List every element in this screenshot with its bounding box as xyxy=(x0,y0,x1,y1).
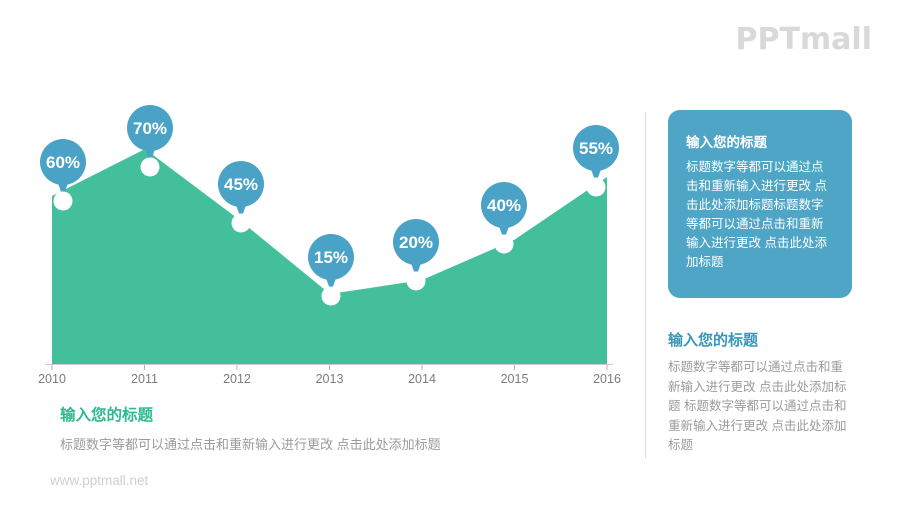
vertical-divider xyxy=(645,112,646,458)
x-axis-label: 2011 xyxy=(131,372,158,386)
data-point-marker xyxy=(321,286,341,306)
x-axis-label: 2012 xyxy=(223,372,251,386)
area-chart: 2010 2011 2012 2013 2014 2015 2016 60% 70% 45% 15%… xyxy=(38,105,621,386)
area-series xyxy=(52,149,607,364)
highlight-card-body: 标题数字等都可以通过点击和重新输入进行更改 点击此处添加标题标题数字等都可以通过… xyxy=(686,160,827,269)
data-point-marker xyxy=(406,271,426,291)
value-balloon xyxy=(127,105,173,151)
value-balloon-label: 20% xyxy=(399,233,433,252)
data-point-marker xyxy=(231,213,251,233)
x-axis-label: 2010 xyxy=(38,372,66,386)
bottom-text-block: 输入您的标题 标题数字等都可以通过点击和重新输入进行更改 点击此处添加标题 xyxy=(60,403,520,453)
value-balloon xyxy=(40,139,86,185)
data-point-marker xyxy=(140,157,160,177)
value-balloon xyxy=(481,182,527,228)
value-balloon-label: 55% xyxy=(579,139,613,158)
right-text-block: 输入您的标题 标题数字等都可以通过点击和重新输入进行更改 点击此处添加标题 标题… xyxy=(668,329,848,456)
value-balloon xyxy=(308,234,354,280)
value-balloon-label: 60% xyxy=(46,153,80,172)
value-balloon-label: 40% xyxy=(487,196,521,215)
value-balloon-label: 15% xyxy=(314,248,348,267)
value-balloon xyxy=(218,161,264,207)
value-balloon xyxy=(393,219,439,265)
x-axis-label: 2013 xyxy=(316,372,344,386)
right-text-block-title: 输入您的标题 xyxy=(668,332,759,349)
x-axis-label: 2014 xyxy=(408,372,436,386)
x-axis-label: 2016 xyxy=(593,372,621,386)
data-point-marker xyxy=(586,177,606,197)
bottom-text-block-body: 标题数字等都可以通过点击和重新输入进行更改 点击此处添加标题 xyxy=(60,437,441,452)
data-point-marker xyxy=(53,191,73,211)
highlight-card-title: 输入您的标题 xyxy=(686,135,767,150)
value-balloon xyxy=(573,125,619,171)
right-text-block-body: 标题数字等都可以通过点击和重新输入进行更改 点击此处添加标题 标题数字等都可以通… xyxy=(668,360,847,452)
data-point-marker xyxy=(494,234,514,254)
pptmall-logo: PPTmall xyxy=(735,22,872,57)
highlight-card: 输入您的标题 标题数字等都可以通过点击和重新输入进行更改 点击此处添加标题标题数… xyxy=(668,110,852,298)
value-balloon-label: 70% xyxy=(133,119,167,138)
value-balloon-label: 45% xyxy=(224,175,258,194)
site-watermark: www.pptmall.net xyxy=(50,473,149,488)
bottom-text-block-title: 输入您的标题 xyxy=(60,407,154,424)
x-axis-label: 2015 xyxy=(501,372,529,386)
